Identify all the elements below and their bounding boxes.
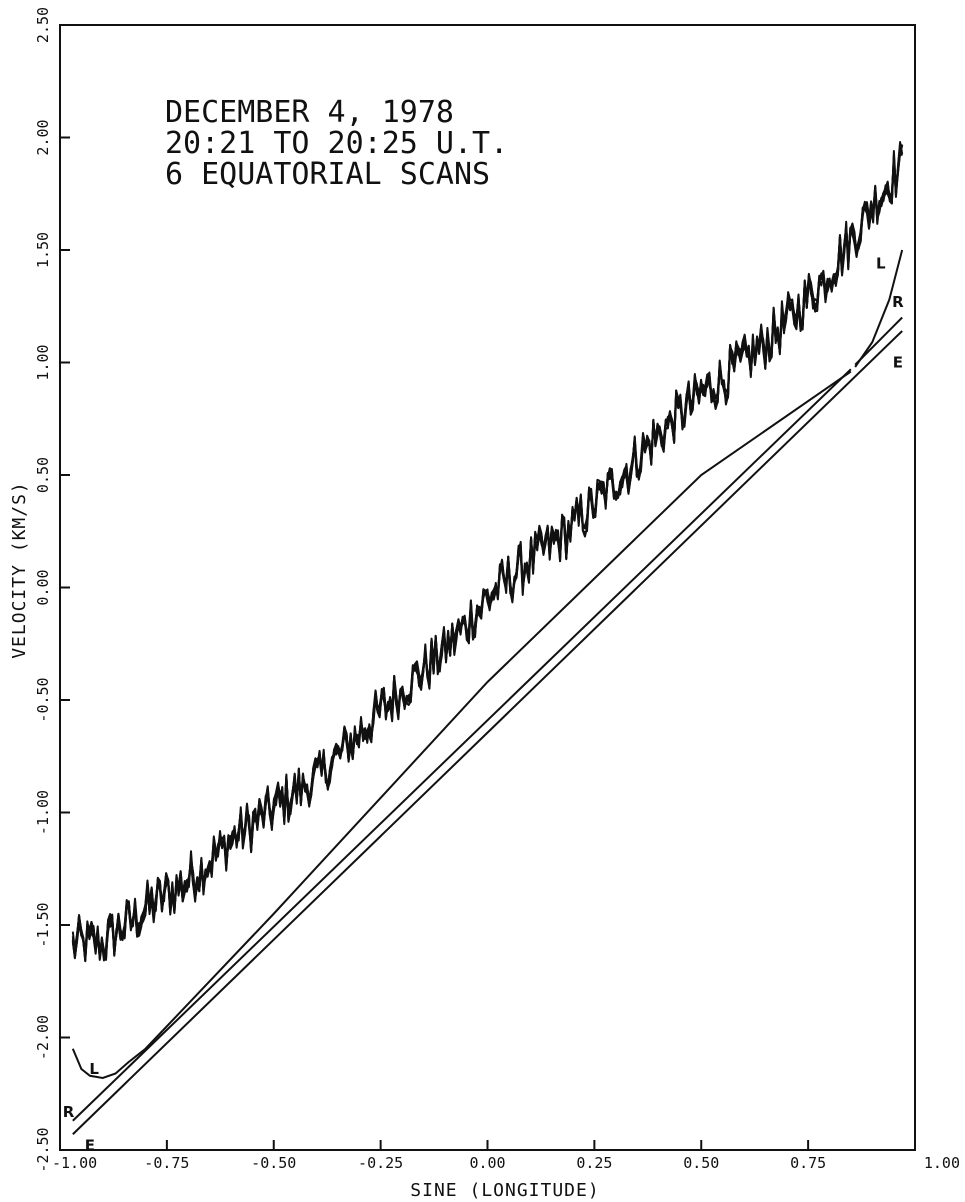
y-tick-label: -0.50 xyxy=(34,677,52,722)
curve-label-L: L xyxy=(876,255,886,273)
y-axis-ticks: -2.50 -2.00 -1.50 -1.00 -0.50 0.00 0.50 1.00 1.5… xyxy=(34,7,70,1173)
scan-line xyxy=(71,150,904,963)
y-tick-label: 0.00 xyxy=(34,569,52,605)
model-curves xyxy=(71,249,904,1135)
curve-label-R: R xyxy=(63,1103,75,1121)
annotation-line-2: 20:21 TO 20:25 U.T. xyxy=(165,126,508,161)
x-axis-ticks: -1.00 -0.75 -0.50 -0.25 0.00 0.25 0.50 0.75 1.00 xyxy=(52,1140,960,1172)
x-tick-label: -1.00 xyxy=(52,1154,97,1172)
y-axis-title: VELOCITY (KM/S) xyxy=(9,481,30,659)
x-tick-label: 0.00 xyxy=(469,1154,505,1172)
y-tick-label: 2.50 xyxy=(34,7,52,43)
y-tick-label: 1.50 xyxy=(34,232,52,268)
observed-scans xyxy=(71,141,904,963)
model-curve-L xyxy=(71,1030,164,1080)
y-tick-label: 0.50 xyxy=(34,457,52,493)
x-tick-label: 1.00 xyxy=(924,1154,960,1172)
scan-line xyxy=(71,145,904,962)
annotation-line-1: DECEMBER 4, 1978 xyxy=(165,95,454,130)
curve-label-R: R xyxy=(892,293,904,311)
x-tick-label: -0.25 xyxy=(358,1154,403,1172)
x-tick-label: 0.75 xyxy=(790,1154,826,1172)
curve-label-E: E xyxy=(85,1137,95,1155)
model-curve-E xyxy=(72,330,903,1135)
y-tick-label: 2.00 xyxy=(34,119,52,155)
x-tick-label: -0.50 xyxy=(251,1154,296,1172)
x-axis-title: SINE (LONGITUDE) xyxy=(410,1180,599,1201)
model-curve-R xyxy=(72,368,852,1122)
scan-line xyxy=(71,144,904,961)
curve-label-L: L xyxy=(89,1060,99,1078)
scan-line xyxy=(71,149,903,961)
y-tick-label: -1.50 xyxy=(34,902,52,947)
y-tick-label: 1.00 xyxy=(34,344,52,380)
scan-line xyxy=(71,141,904,961)
curve-label-E: E xyxy=(893,354,903,372)
y-tick-label: -1.00 xyxy=(34,790,52,835)
plot-frame xyxy=(59,24,916,1151)
x-tick-label: -0.75 xyxy=(144,1154,189,1172)
x-tick-label: 0.50 xyxy=(683,1154,719,1172)
x-tick-label: 0.25 xyxy=(576,1154,612,1172)
y-tick-label: -2.00 xyxy=(34,1015,52,1060)
scan-line xyxy=(71,144,904,959)
y-tick-label: -2.50 xyxy=(34,1127,52,1172)
annotation-line-3: 6 EQUATORIAL SCANS xyxy=(165,157,490,192)
model-curve-R xyxy=(854,316,903,366)
model-curve-L xyxy=(161,370,852,1032)
model-curve-L xyxy=(854,249,904,368)
